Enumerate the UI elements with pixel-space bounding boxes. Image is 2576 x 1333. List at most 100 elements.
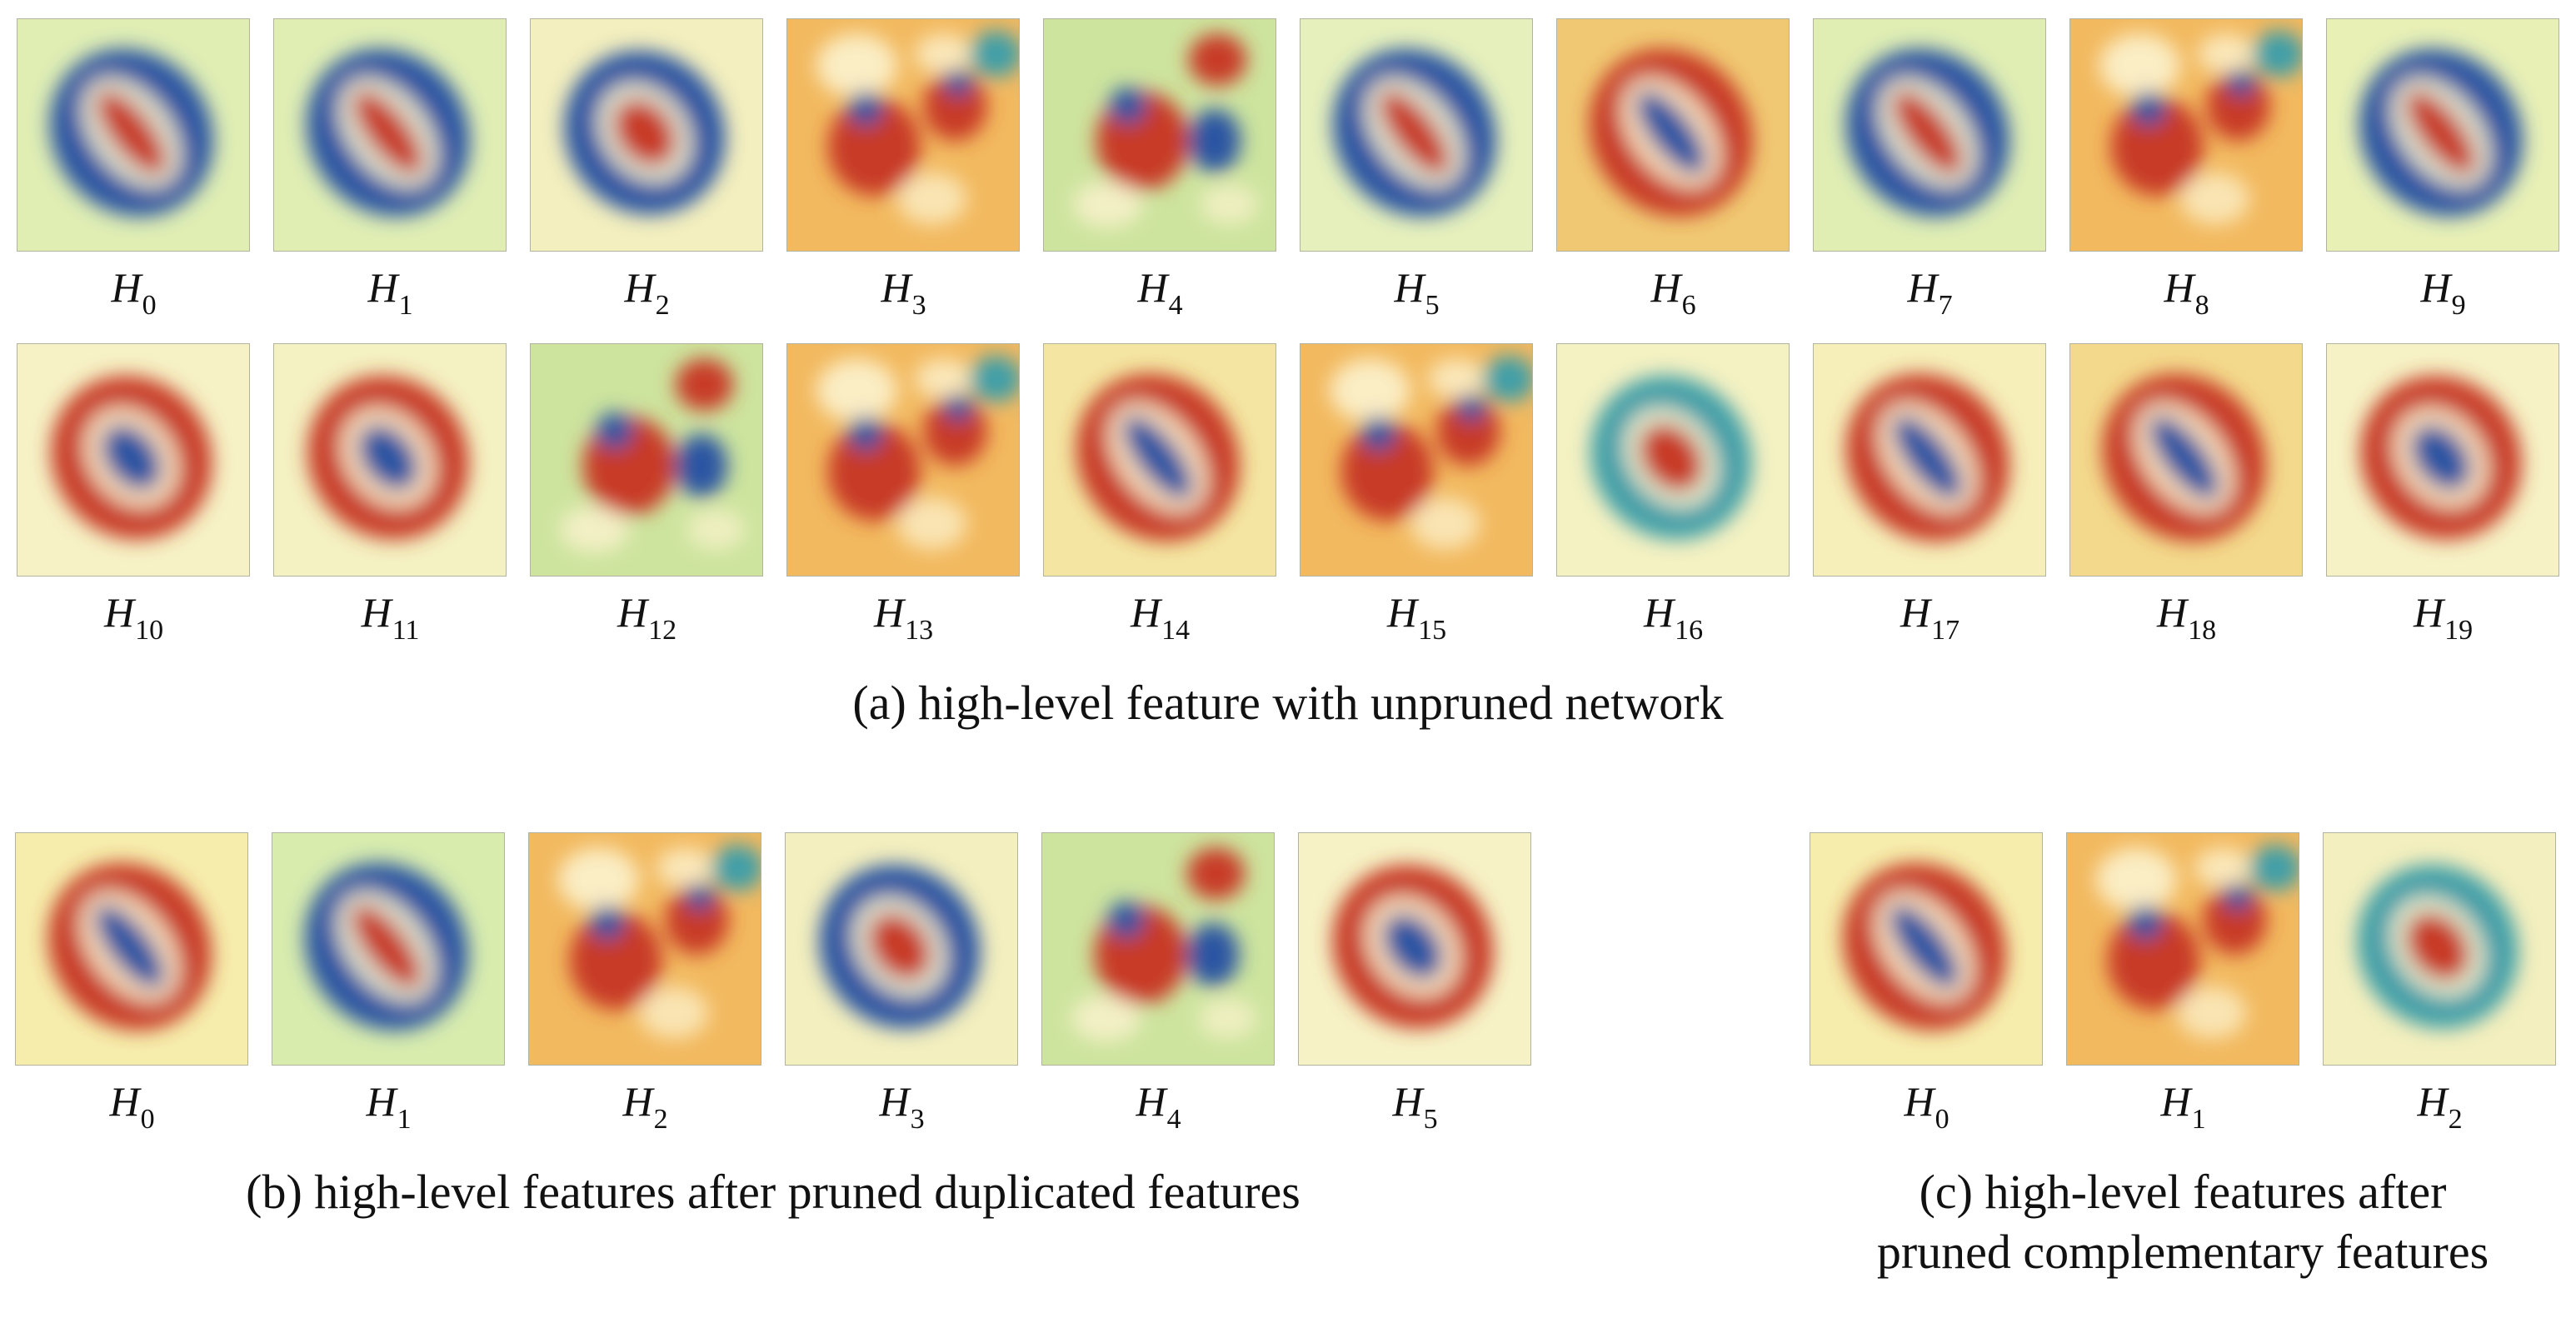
feature-map-b-H4 xyxy=(1041,831,1275,1066)
feature-cell-a-4: H4 xyxy=(1043,18,1276,343)
feature-label-b-H0: H0 xyxy=(109,1077,155,1135)
feature-label-b-H4: H4 xyxy=(1136,1077,1181,1135)
feature-label-b-H3: H3 xyxy=(879,1077,925,1135)
heatmap-svg xyxy=(2324,832,2555,1065)
heatmap-svg xyxy=(2327,19,2559,251)
feature-cell-c-0: H0 xyxy=(1810,831,2043,1157)
panel-c: H0 H1 H2 (c) high-level features after pru… xyxy=(1810,831,2556,1283)
feature-label-a-H6: H6 xyxy=(1650,264,1696,322)
feature-label-a-H2: H2 xyxy=(624,264,670,322)
heatmap-svg xyxy=(1300,19,1532,251)
feature-cell-a-1: H1 xyxy=(273,18,507,343)
feature-label-a-H1: H1 xyxy=(367,264,413,322)
feature-map-a-H5 xyxy=(1300,18,1533,252)
feature-map-b-H0 xyxy=(15,831,248,1066)
feature-cell-a-14: H14 xyxy=(1043,343,1276,668)
heatmap-svg xyxy=(2067,832,2299,1065)
panel-c-caption-line-1: (c) high-level features after xyxy=(1919,1164,2447,1219)
feature-cell-a-19: H19 xyxy=(2326,343,2559,668)
feature-label-c-H1: H1 xyxy=(2160,1077,2206,1135)
feature-label-c-H0: H0 xyxy=(1904,1077,1949,1135)
feature-cell-a-6: H6 xyxy=(1556,18,1790,343)
heatmap-svg xyxy=(2070,344,2302,576)
feature-label-a-H13: H13 xyxy=(873,589,934,647)
feature-map-a-H14 xyxy=(1043,343,1276,577)
panel-b-row-0: H0 H1 H2 H3 H4 H5 xyxy=(15,831,1531,1157)
heatmap-svg xyxy=(531,344,762,576)
feature-map-a-H6 xyxy=(1556,18,1790,252)
feature-label-b-H1: H1 xyxy=(366,1077,412,1135)
feature-map-b-H3 xyxy=(785,831,1018,1066)
feature-map-b-H2 xyxy=(528,831,761,1066)
feature-label-a-H16: H16 xyxy=(1643,589,1704,647)
feature-cell-a-15: H15 xyxy=(1300,343,1533,668)
feature-label-a-H4: H4 xyxy=(1137,264,1183,322)
feature-cell-a-18: H18 xyxy=(2069,343,2303,668)
feature-cell-a-0: H0 xyxy=(17,18,250,343)
heatmap-svg xyxy=(1810,832,2042,1065)
figure: H0 H1 H2 H3 H4 H5 H6 H7 H8 H9 H10 H11 H12 H13 H14 H15 H1… xyxy=(15,18,2561,1283)
feature-cell-c-2: H2 xyxy=(2323,831,2556,1157)
feature-cell-b-4: H4 xyxy=(1041,831,1275,1157)
feature-map-c-H0 xyxy=(1810,831,2043,1066)
bottom-row: H0 H1 H2 H3 H4 H5 (b) high-level features aft… xyxy=(15,831,2561,1283)
feature-cell-b-5: H5 xyxy=(1298,831,1531,1157)
feature-label-b-H5: H5 xyxy=(1392,1077,1438,1135)
heatmap-svg xyxy=(1557,19,1789,251)
feature-map-a-H7 xyxy=(1813,18,2046,252)
panel-a-grid: H0 H1 H2 H3 H4 H5 H6 H7 H8 H9 H10 H11 H12 H13 H14 H15 H1… xyxy=(15,18,2561,668)
feature-label-a-H14: H14 xyxy=(1130,589,1191,647)
heatmap-svg xyxy=(2327,344,2559,576)
feature-cell-a-2: H2 xyxy=(530,18,763,343)
feature-map-a-H10 xyxy=(17,343,250,577)
feature-cell-b-2: H2 xyxy=(528,831,761,1157)
feature-map-a-H18 xyxy=(2069,343,2303,577)
feature-label-a-H7: H7 xyxy=(1907,264,1953,322)
feature-map-a-H8 xyxy=(2069,18,2303,252)
heatmap-svg xyxy=(274,19,506,251)
feature-cell-a-12: H12 xyxy=(530,343,763,668)
feature-cell-a-11: H11 xyxy=(273,343,507,668)
feature-cell-a-3: H3 xyxy=(786,18,1020,343)
panel-a-caption: (a) high-level feature with unpruned net… xyxy=(852,676,1724,730)
feature-map-b-H5 xyxy=(1298,831,1531,1066)
heatmap-svg xyxy=(787,344,1019,576)
feature-label-a-H8: H8 xyxy=(2164,264,2209,322)
feature-map-a-H9 xyxy=(2326,18,2559,252)
feature-map-a-H13 xyxy=(786,343,1020,577)
heatmap-svg xyxy=(1300,344,1532,576)
feature-label-a-H15: H15 xyxy=(1386,589,1447,647)
feature-cell-b-1: H1 xyxy=(272,831,505,1157)
panel-c-caption-line-2: pruned complementary features xyxy=(1876,1225,2489,1279)
feature-map-a-H1 xyxy=(273,18,507,252)
heatmap-svg xyxy=(1042,832,1274,1065)
heatmap-svg xyxy=(1814,19,2045,251)
heatmap-svg xyxy=(787,19,1019,251)
heatmap-svg xyxy=(17,19,249,251)
feature-label-a-H10: H10 xyxy=(103,589,164,647)
feature-label-a-H19: H19 xyxy=(2413,589,2474,647)
feature-label-a-H17: H17 xyxy=(1900,589,1960,647)
feature-map-a-H11 xyxy=(273,343,507,577)
feature-cell-a-7: H7 xyxy=(1813,18,2046,343)
feature-label-a-H18: H18 xyxy=(2156,589,2217,647)
feature-cell-b-0: H0 xyxy=(15,831,248,1157)
panel-a-row-1: H10 H11 H12 H13 H14 H15 H16 H17 H18 H19 xyxy=(15,343,2561,668)
feature-cell-a-13: H13 xyxy=(786,343,1020,668)
panel-b-caption: (b) high-level features after pruned dup… xyxy=(246,1164,1300,1219)
feature-map-a-H15 xyxy=(1300,343,1533,577)
feature-map-c-H2 xyxy=(2323,831,2556,1066)
feature-cell-a-5: H5 xyxy=(1300,18,1533,343)
feature-label-a-H12: H12 xyxy=(617,589,677,647)
heatmap-svg xyxy=(1044,344,1276,576)
panel-b-grid: H0 H1 H2 H3 H4 H5 xyxy=(15,831,1531,1157)
panel-a-row-0: H0 H1 H2 H3 H4 H5 H6 H7 H8 H9 xyxy=(15,18,2561,343)
feature-cell-a-9: H9 xyxy=(2326,18,2559,343)
feature-cell-b-3: H3 xyxy=(785,831,1018,1157)
feature-label-b-H2: H2 xyxy=(622,1077,668,1135)
panel-c-grid: H0 H1 H2 xyxy=(1810,831,2556,1157)
feature-label-a-H3: H3 xyxy=(881,264,926,322)
feature-map-a-H3 xyxy=(786,18,1020,252)
feature-cell-a-16: H16 xyxy=(1556,343,1790,668)
feature-map-b-H1 xyxy=(272,831,505,1066)
